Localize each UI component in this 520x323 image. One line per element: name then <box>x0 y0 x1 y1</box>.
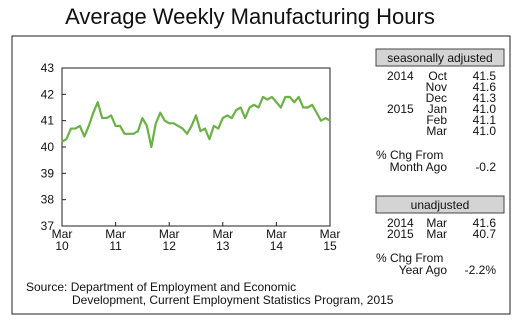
x-tick-label: Mar 15 <box>320 227 341 253</box>
row-month: Feb <box>426 113 447 127</box>
x-tick-label: Mar 10 <box>52 227 73 253</box>
panel-header-box <box>375 195 505 214</box>
row-value: 41.6 <box>473 216 497 230</box>
row-month: Oct <box>428 69 447 83</box>
y-tick-label: 43 <box>41 61 55 75</box>
row-value: 41.0 <box>473 102 497 116</box>
plot-area <box>61 67 331 227</box>
row-month: Mar <box>426 227 447 241</box>
row-year: 2015 <box>387 227 414 241</box>
frame <box>11 35 511 315</box>
row-value: 41.1 <box>473 113 497 127</box>
change-value: -2.2% <box>465 263 497 277</box>
change-value: -0.2 <box>475 160 496 174</box>
y-tick-label: 39 <box>41 166 55 180</box>
source: Development, Current Employment Statisti… <box>72 293 394 307</box>
row-year: 2014 <box>387 69 414 83</box>
row-year: 2014 <box>387 216 414 230</box>
y-tick-label: 42 <box>41 87 55 101</box>
row-value: 41.6 <box>473 80 497 94</box>
row-value: 41.5 <box>473 69 497 83</box>
row-month: Dec <box>426 91 447 105</box>
x-tick-label: Mar 14 <box>266 227 287 253</box>
x-tick-label: Mar 13 <box>212 227 233 253</box>
panel-header: unadjusted <box>411 198 470 212</box>
row-value: 41.3 <box>473 91 497 105</box>
row-month: Jan <box>428 102 447 116</box>
row-value: 40.7 <box>473 227 497 241</box>
row-month: Mar <box>426 124 447 138</box>
row-month: Nov <box>426 80 447 94</box>
y-tick-label: 40 <box>41 140 55 154</box>
y-tick-label: 41 <box>41 114 55 128</box>
line <box>61 95 331 149</box>
change-label: % Chg From <box>376 148 443 162</box>
change-label: % Chg From <box>376 251 443 265</box>
row-year: 2015 <box>387 102 414 116</box>
source: Source: Department of Employment and Eco… <box>26 280 296 294</box>
change-label: Month Ago <box>390 160 448 174</box>
x-tick-label: Mar 12 <box>159 227 180 253</box>
x-tick-label: Mar 11 <box>105 227 126 253</box>
row-month: Mar <box>426 216 447 230</box>
panel-header: seasonally adjusted <box>387 51 492 65</box>
y-tick-label: 38 <box>41 193 55 207</box>
change-label: Year Ago <box>399 263 448 277</box>
chart-title: Average Weekly Manufacturing Hours <box>65 4 435 29</box>
y-tick-label: 37 <box>41 219 55 233</box>
panel-header-box <box>375 48 505 67</box>
row-value: 41.0 <box>473 124 497 138</box>
